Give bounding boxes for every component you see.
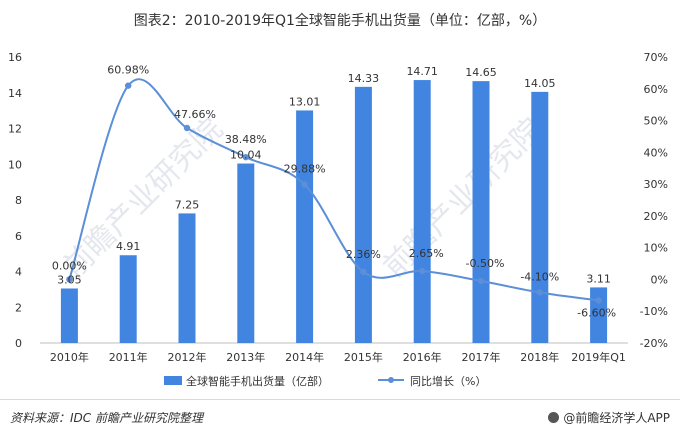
line-value-label: 29.88% [284,162,326,175]
y-right-tick-label: 40% [644,146,668,159]
brand-logo-icon [548,412,560,423]
y-right-tick-label: 60% [644,83,668,96]
y-left-tick-label: 6 [15,230,22,243]
y-right-tick-label: 30% [644,178,668,191]
growth-point [536,289,543,296]
growth-point [360,268,367,276]
chart-canvas: 前瞻产业研究院 前瞻产业研究院0246810121416-20%-10%0%10%… [8,51,668,388]
x-tick-label: 2016年 [403,350,442,364]
bar-value-label: 13.01 [289,95,321,108]
line-value-label: -6.60% [577,306,616,319]
bar [413,80,431,343]
growth-point [242,153,249,161]
y-right-tick-label: 50% [644,115,668,128]
y-right-tick-label: 70% [644,51,668,64]
x-tick-label: 2014年 [285,350,324,364]
brand-label: @前瞻经济学人APP [563,411,670,425]
x-tick-label: 2018年 [520,350,559,364]
bar-value-label: 14.33 [348,72,380,85]
growth-point [595,297,602,304]
bar-value-label: 3.05 [57,273,82,286]
line-value-label: 60.98% [107,64,149,77]
x-tick-label: 2011年 [109,350,148,364]
y-right-tick-label: 20% [644,210,668,223]
bar-value-label: 7.25 [175,198,200,211]
bar [119,255,137,343]
y-left-tick-label: 8 [15,194,22,207]
bar [178,213,196,343]
bar-value-label: 4.91 [116,240,141,253]
y-left-tick-label: 12 [8,123,22,136]
bar [472,81,490,343]
source-note: 资料来源：IDC 前瞻产业研究院整理 [10,411,203,425]
bar [296,110,314,343]
line-value-label: -4.10% [520,270,559,283]
growth-point [183,124,191,132]
bar-value-label: 10.04 [230,149,262,162]
line-value-label: 47.66% [174,108,216,121]
legend-label-line: 同比增长（%） [410,374,486,388]
y-left-tick-label: 16 [8,51,22,64]
bar [590,287,608,343]
growth-point [125,82,132,89]
brand-credit: @前瞻经济学人APP [548,409,670,426]
bar [531,91,549,343]
y-left-tick-label: 14 [8,87,22,100]
line-value-label: 0.00% [52,259,87,272]
y-left-tick-label: 4 [15,266,22,279]
y-left-tick-label: 10 [8,158,22,171]
bar [60,288,78,343]
bar-value-label: 14.05 [524,77,556,90]
watermark-text: 前瞻产业研究院 [377,112,550,285]
x-tick-label: 2012年 [168,350,207,364]
x-tick-label: 2015年 [344,350,383,364]
line-value-label: 2.65% [409,247,444,260]
y-right-tick-label: 0% [651,273,668,286]
growth-point [477,277,485,285]
line-value-label: -0.50% [466,257,505,270]
bar-value-label: 14.65 [465,66,497,79]
x-tick-label: 2010年 [50,350,89,364]
footer-divider [0,399,680,400]
line-value-label: 38.48% [225,133,267,146]
legend-swatch-marker [388,377,394,383]
legend-label-bars: 全球智能手机出货量（亿部） [186,374,329,388]
chart-title: 图表2：2010-2019年Q1全球智能手机出货量（单位：亿部，%） [133,13,547,29]
x-tick-label: 2013年 [226,350,265,364]
y-right-tick-label: 10% [644,242,668,255]
y-right-tick-label: -10% [640,305,668,318]
bar [354,86,372,343]
y-left-tick-label: 2 [15,301,22,314]
growth-point [419,267,426,275]
line-value-label: 2.36% [346,248,381,261]
growth-point [66,276,73,283]
x-tick-label: 2017年 [462,350,501,364]
bar [237,163,255,343]
bar-value-label: 3.11 [586,272,611,285]
bar-value-label: 14.71 [406,65,438,78]
y-right-tick-label: -20% [640,337,668,350]
legend-swatch-bars [164,376,182,385]
y-left-tick-label: 0 [15,337,22,350]
growth-point [301,181,308,188]
x-tick-label: 2019年Q1 [571,350,626,364]
